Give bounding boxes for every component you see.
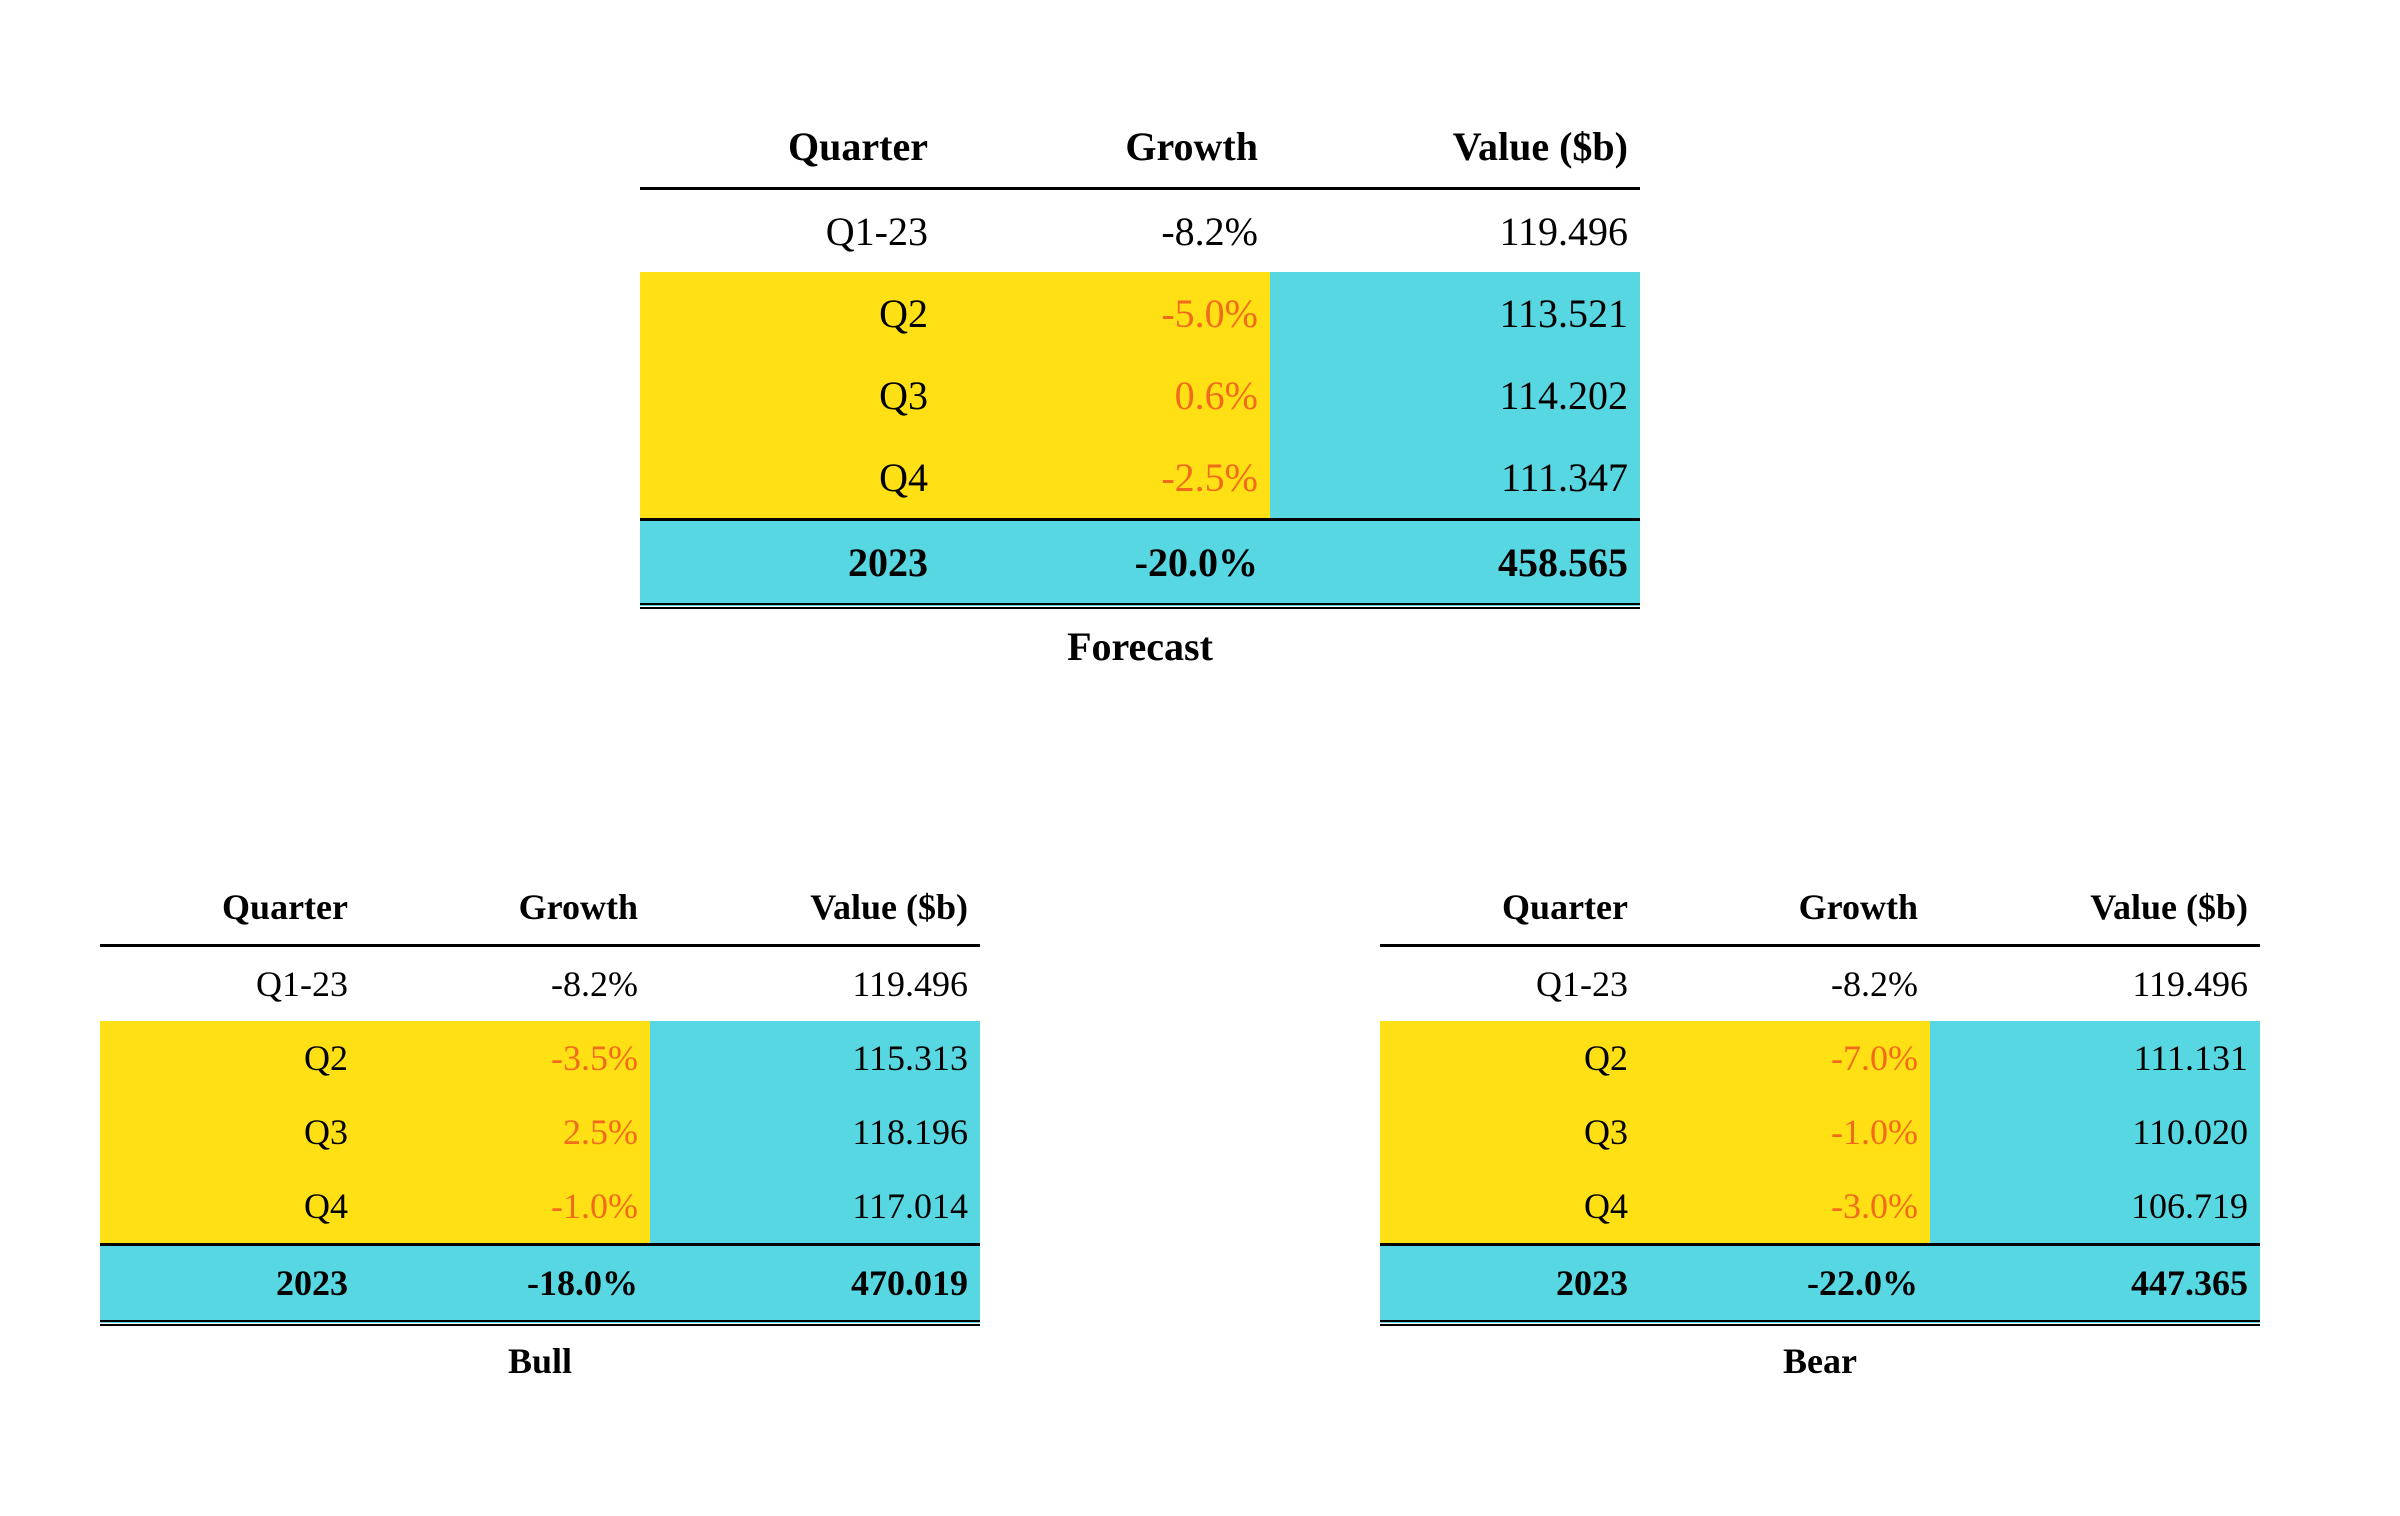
table-total-row: 2023 -22.0% 447.365 <box>1380 1245 2260 1324</box>
table-row: Q4 -3.0% 106.719 <box>1380 1169 2260 1245</box>
cell-value: 106.719 <box>1930 1169 2260 1245</box>
col-growth: Growth <box>360 870 650 946</box>
table-row: Q3 -1.0% 110.020 <box>1380 1095 2260 1169</box>
cell-quarter: Q3 <box>100 1095 360 1169</box>
cell-quarter: 2023 <box>1380 1245 1640 1324</box>
col-growth-label: Growth <box>940 123 1270 170</box>
table-row: Q4 -2.5% 111.347 <box>640 436 1640 520</box>
cell-value: 111.347 <box>1270 436 1640 520</box>
table-total-row: 2023 -18.0% 470.019 <box>100 1245 980 1324</box>
col-quarter-label: Quarter <box>1380 886 1640 928</box>
cell-quarter: Q4 <box>640 436 940 520</box>
cell-quarter: Q4 <box>100 1169 360 1245</box>
cell-growth: -3.5% <box>360 1021 650 1095</box>
table-row: Q3 0.6% 114.202 <box>640 354 1640 436</box>
cell-quarter: Q3 <box>640 354 940 436</box>
cell-value: 115.313 <box>650 1021 980 1095</box>
table-row: Q2 -7.0% 111.131 <box>1380 1021 2260 1095</box>
cell-growth: -8.2% <box>1640 946 1930 1022</box>
col-value: Value ($b) <box>1270 105 1640 189</box>
bear-caption: Bear <box>1380 1340 2260 1382</box>
cell-value: 110.020 <box>1930 1095 2260 1169</box>
forecast-table: Quarter Growth Value ($b) Q1-23 -8.2% 11… <box>640 105 1640 609</box>
table-row: Q1-23 -8.2% 119.496 <box>100 946 980 1022</box>
cell-value: 458.565 <box>1270 520 1640 607</box>
cell-growth: -8.2% <box>360 946 650 1022</box>
bear-table: Quarter Growth Value ($b) Q1-23 -8.2% 11… <box>1380 870 2260 1326</box>
col-value-label: Value ($b) <box>650 886 980 928</box>
cell-value: 119.496 <box>1930 946 2260 1022</box>
cell-quarter: Q2 <box>100 1021 360 1095</box>
table-row: Q1-23 -8.2% 119.496 <box>640 189 1640 273</box>
col-quarter-label: Quarter <box>640 123 940 170</box>
col-value: Value ($b) <box>650 870 980 946</box>
cell-value: 113.521 <box>1270 272 1640 354</box>
col-quarter: Quarter <box>100 870 360 946</box>
table-row: Q1-23 -8.2% 119.496 <box>1380 946 2260 1022</box>
col-growth: Growth <box>940 105 1270 189</box>
cell-value: 117.014 <box>650 1169 980 1245</box>
cell-growth: -20.0% <box>940 520 1270 607</box>
col-value-label: Value ($b) <box>1270 123 1640 170</box>
cell-growth: 2.5% <box>360 1095 650 1169</box>
cell-growth: -8.2% <box>940 189 1270 273</box>
cell-value: 114.202 <box>1270 354 1640 436</box>
cell-growth: -22.0% <box>1640 1245 1930 1324</box>
bull-caption: Bull <box>100 1340 980 1382</box>
cell-growth: -7.0% <box>1640 1021 1930 1095</box>
cell-growth: -5.0% <box>940 272 1270 354</box>
cell-quarter: 2023 <box>640 520 940 607</box>
table-header-row: Quarter Growth Value ($b) <box>1380 870 2260 946</box>
forecast-table-wrap: Quarter Growth Value ($b) Q1-23 -8.2% 11… <box>640 105 1640 670</box>
table-row: Q3 2.5% 118.196 <box>100 1095 980 1169</box>
cell-quarter: Q2 <box>640 272 940 354</box>
cell-quarter: Q1-23 <box>640 189 940 273</box>
col-growth-label: Growth <box>1640 886 1930 928</box>
table-header-row: Quarter Growth Value ($b) <box>100 870 980 946</box>
forecast-caption: Forecast <box>640 623 1640 670</box>
cell-growth: -3.0% <box>1640 1169 1930 1245</box>
cell-value: 119.496 <box>650 946 980 1022</box>
col-quarter-label: Quarter <box>100 886 360 928</box>
cell-growth: 0.6% <box>940 354 1270 436</box>
cell-quarter: Q1-23 <box>100 946 360 1022</box>
col-growth-label: Growth <box>360 886 650 928</box>
cell-value: 118.196 <box>650 1095 980 1169</box>
bull-table-wrap: Quarter Growth Value ($b) Q1-23 -8.2% 11… <box>100 870 980 1382</box>
cell-value: 119.496 <box>1270 189 1640 273</box>
page-canvas: Quarter Growth Value ($b) Q1-23 -8.2% 11… <box>0 0 2400 1516</box>
bull-table: Quarter Growth Value ($b) Q1-23 -8.2% 11… <box>100 870 980 1326</box>
cell-growth: -1.0% <box>360 1169 650 1245</box>
table-row: Q4 -1.0% 117.014 <box>100 1169 980 1245</box>
cell-quarter: Q2 <box>1380 1021 1640 1095</box>
bear-table-wrap: Quarter Growth Value ($b) Q1-23 -8.2% 11… <box>1380 870 2260 1382</box>
cell-quarter: Q3 <box>1380 1095 1640 1169</box>
col-value-label: Value ($b) <box>1930 886 2260 928</box>
cell-growth: -18.0% <box>360 1245 650 1324</box>
col-quarter: Quarter <box>1380 870 1640 946</box>
table-header-row: Quarter Growth Value ($b) <box>640 105 1640 189</box>
table-row: Q2 -5.0% 113.521 <box>640 272 1640 354</box>
col-growth: Growth <box>1640 870 1930 946</box>
cell-quarter: 2023 <box>100 1245 360 1324</box>
col-value: Value ($b) <box>1930 870 2260 946</box>
table-row: Q2 -3.5% 115.313 <box>100 1021 980 1095</box>
cell-quarter: Q4 <box>1380 1169 1640 1245</box>
table-total-row: 2023 -20.0% 458.565 <box>640 520 1640 607</box>
cell-value: 447.365 <box>1930 1245 2260 1324</box>
cell-growth: -1.0% <box>1640 1095 1930 1169</box>
cell-value: 470.019 <box>650 1245 980 1324</box>
cell-value: 111.131 <box>1930 1021 2260 1095</box>
cell-growth: -2.5% <box>940 436 1270 520</box>
col-quarter: Quarter <box>640 105 940 189</box>
cell-quarter: Q1-23 <box>1380 946 1640 1022</box>
